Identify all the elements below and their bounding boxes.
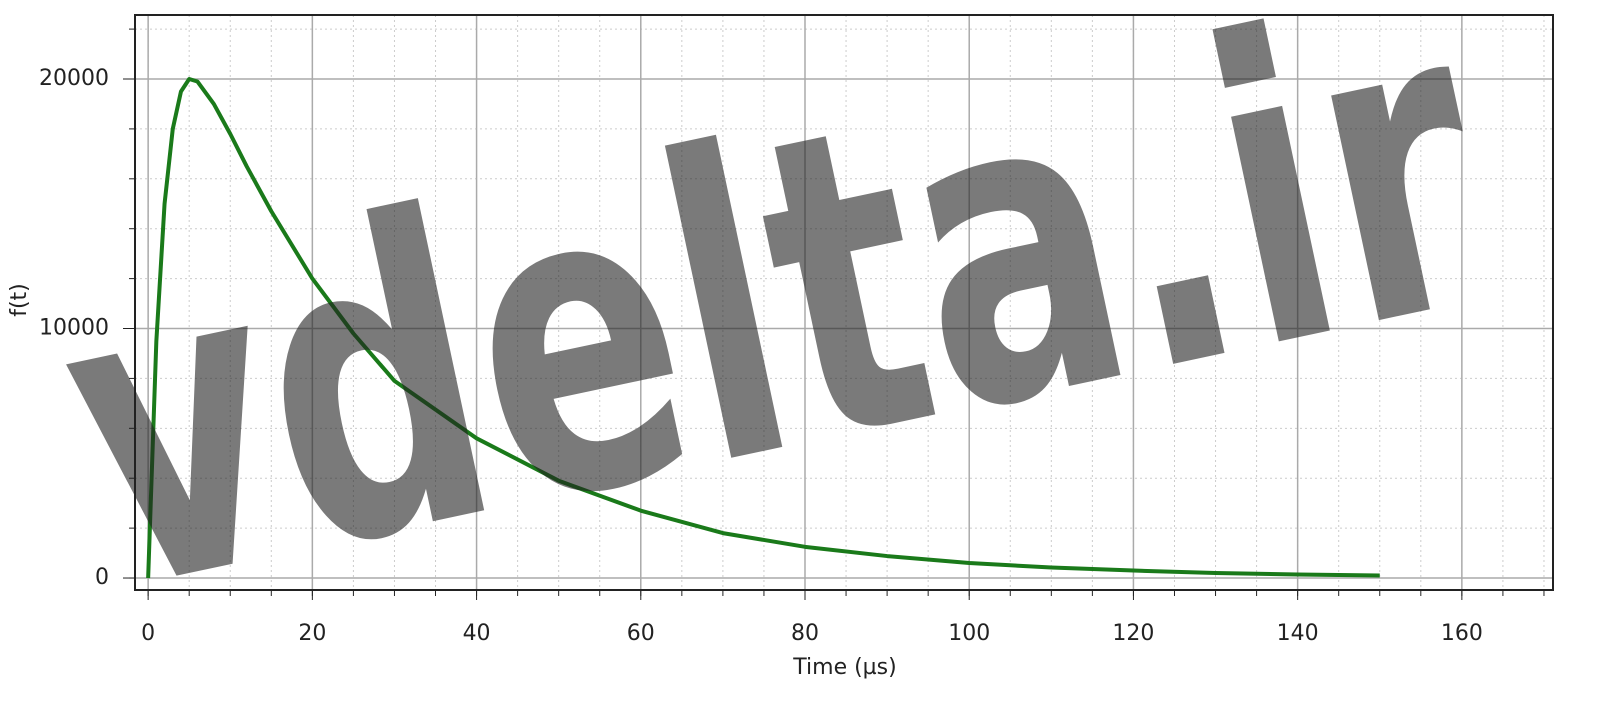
x-tick-label: 0	[141, 621, 155, 646]
x-tick-label: 120	[1112, 621, 1154, 646]
x-tick-label: 40	[463, 621, 491, 646]
x-tick-label: 100	[948, 621, 990, 646]
x-tick-label: 20	[298, 621, 326, 646]
data-line	[146, 77, 1380, 579]
x-axis-label: Time (µs)	[792, 655, 896, 680]
y-tick-label: 0	[95, 565, 109, 590]
plot-area: 0 20 40 60 80 100 120 140 160 0 10000 20000	[39, 14, 1554, 646]
y-axis-label: f(t)	[7, 283, 32, 317]
x-tick-label: 60	[627, 621, 655, 646]
x-tick-label: 80	[791, 621, 819, 646]
y-tick-label: 10000	[39, 316, 109, 341]
x-tick-label: 160	[1441, 621, 1483, 646]
x-tick-label: 140	[1277, 621, 1319, 646]
plot-frame	[134, 14, 1554, 591]
y-tick-label: 20000	[39, 66, 109, 91]
